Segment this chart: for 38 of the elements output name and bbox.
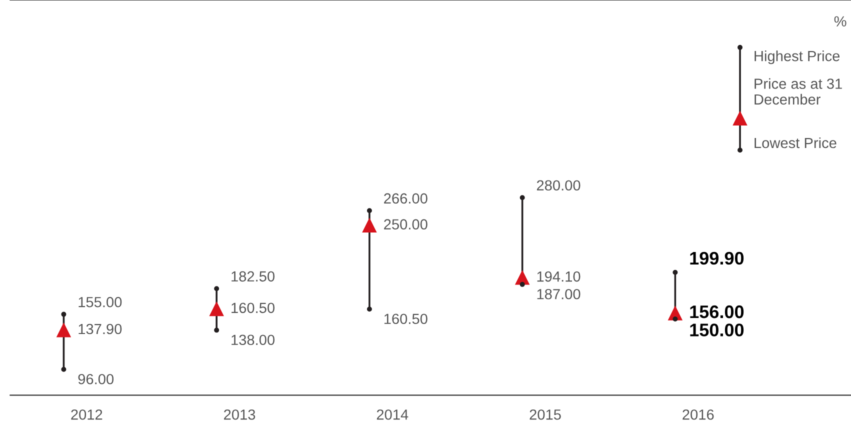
text: Price as at 31 December: [754, 78, 842, 105]
point: [672, 270, 678, 275]
data-label: 187.00: [537, 288, 580, 300]
data-label: 137.90: [78, 324, 122, 334]
data-label: 96.00: [78, 374, 114, 384]
point: [61, 366, 66, 372]
point: [214, 286, 220, 292]
data-label: 160.50: [232, 302, 275, 314]
x-tick-label: 2016: [682, 409, 714, 420]
point: [210, 302, 224, 316]
data-label: 194.10: [537, 271, 580, 282]
point: [515, 270, 530, 285]
point: [61, 312, 66, 317]
point: [366, 306, 372, 312]
point: [362, 218, 376, 233]
text: %: [834, 16, 846, 26]
data-label: 156.00: [690, 305, 744, 318]
point: [366, 208, 372, 214]
data-label: 155.00: [78, 296, 122, 308]
legend-label: Highest Price: [754, 50, 840, 64]
data-label: 266.00: [384, 193, 428, 204]
x-tick-label: 2014: [376, 409, 408, 420]
point: [520, 195, 525, 200]
data-label: 250.00: [384, 219, 428, 230]
x-tick-label: 2015: [530, 409, 561, 420]
point: [672, 316, 678, 322]
data-label: 280.00: [536, 180, 580, 191]
point: [56, 323, 71, 338]
data-label: 182.50: [232, 271, 275, 282]
data-label: 138.00: [232, 334, 275, 346]
data-label: 160.50: [384, 314, 428, 324]
x-tick-label: 2012: [71, 409, 102, 420]
x-tick-label: 2013: [224, 409, 256, 420]
point: [520, 282, 525, 287]
data-label: 199.90: [690, 252, 744, 265]
data-label: 150.00: [690, 324, 744, 336]
point: [214, 328, 220, 333]
legend-label: Lowest Price: [754, 137, 836, 148]
